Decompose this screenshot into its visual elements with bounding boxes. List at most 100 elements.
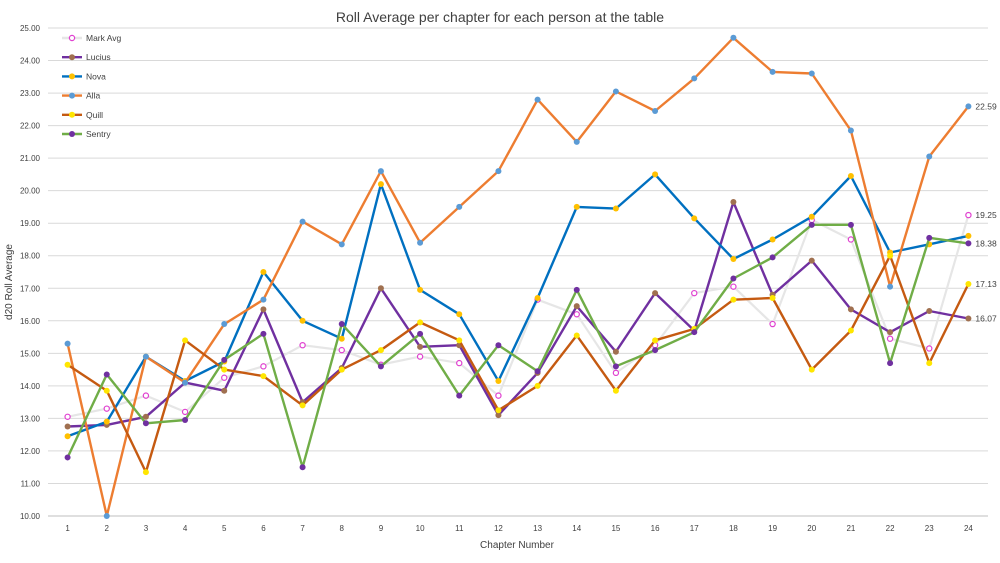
data-point (495, 407, 502, 414)
y-tick-label: 13.00 (20, 414, 41, 423)
chart-title: Roll Average per chapter for each person… (336, 9, 664, 25)
data-point (299, 464, 306, 471)
data-point (808, 213, 815, 220)
data-point (221, 366, 228, 373)
x-tick-label: 15 (611, 524, 620, 533)
data-point (103, 387, 110, 394)
data-point (417, 343, 424, 350)
data-point (652, 337, 659, 344)
data-point (338, 346, 345, 354)
end-value-label: 19.25 (975, 210, 997, 220)
y-tick-label: 15.00 (20, 349, 41, 358)
data-point (221, 387, 228, 394)
data-point (887, 252, 894, 259)
data-point (142, 420, 149, 427)
data-point (847, 221, 854, 228)
data-point (534, 382, 541, 389)
gridlines (48, 27, 988, 484)
x-tick-label: 14 (572, 524, 581, 533)
data-point (64, 340, 71, 347)
data-point (417, 286, 424, 293)
legend-marker (69, 54, 75, 61)
series-line (67, 214, 970, 418)
data-point (965, 240, 972, 247)
data-point (181, 408, 189, 416)
data-point (495, 168, 502, 175)
end-value-label: 17.13 (975, 279, 997, 289)
data-point (103, 513, 110, 519)
legend-label: Lucius (86, 52, 111, 62)
data-point (808, 221, 815, 228)
legend-label: Alla (86, 91, 100, 101)
x-tick-label: 18 (729, 524, 738, 533)
data-point (847, 327, 854, 334)
data-point (847, 173, 854, 180)
data-point (299, 402, 306, 409)
x-tick-label: 3 (144, 524, 149, 533)
data-point (847, 127, 854, 134)
data-point (652, 107, 659, 114)
data-point (417, 330, 424, 337)
data-point (926, 345, 933, 352)
data-point (769, 320, 776, 328)
x-tick-label: 10 (416, 524, 425, 533)
y-tick-label: 17.00 (20, 284, 41, 293)
y-tick-label: 18.00 (20, 252, 41, 261)
data-point (769, 254, 776, 261)
data-point (573, 203, 580, 210)
data-point (299, 342, 306, 349)
y-tick-label: 19.00 (20, 219, 41, 228)
data-point (965, 103, 972, 110)
data-point (573, 138, 580, 145)
data-point (456, 392, 463, 399)
data-point (886, 335, 894, 342)
series-sentry (64, 221, 972, 471)
data-point (221, 374, 228, 381)
legend-item: Quill (62, 110, 103, 120)
x-tick-label: 1 (65, 524, 70, 533)
data-point (142, 392, 150, 399)
data-point (808, 366, 815, 373)
data-point (691, 289, 698, 297)
data-point (260, 296, 267, 303)
data-point (338, 321, 345, 328)
data-point (691, 329, 698, 336)
data-point (260, 306, 267, 313)
data-point (612, 387, 619, 394)
data-point (416, 353, 424, 360)
data-point (769, 236, 776, 243)
data-point (417, 239, 424, 246)
data-point (926, 308, 933, 315)
x-tick-label: 4 (183, 524, 188, 533)
data-point (926, 360, 933, 367)
data-point (64, 454, 71, 461)
data-point (377, 181, 384, 188)
y-tick-label: 23.00 (20, 89, 41, 98)
data-point (260, 269, 267, 275)
data-point (652, 290, 659, 297)
x-tick-label: 6 (261, 524, 266, 533)
data-point (887, 283, 894, 290)
y-tick-label: 11.00 (21, 479, 41, 488)
data-point (534, 96, 541, 103)
data-point (103, 405, 110, 412)
x-tick-label: 16 (651, 524, 660, 533)
y-tick-label: 12.00 (20, 447, 41, 456)
y-tick-label: 14.00 (20, 382, 41, 391)
data-point (965, 281, 972, 288)
x-tick-label: 20 (807, 524, 816, 533)
x-tick-label: 24 (964, 524, 973, 533)
x-tick-label: 5 (222, 524, 227, 533)
data-point (926, 234, 933, 241)
series-line (66, 254, 970, 474)
data-point (221, 356, 228, 363)
data-point (730, 255, 737, 262)
data-point (299, 317, 306, 324)
data-point (260, 373, 267, 380)
data-point (260, 330, 267, 337)
data-point (808, 70, 815, 77)
data-point (103, 371, 110, 378)
x-tick-label: 2 (105, 524, 110, 533)
data-point (612, 369, 620, 377)
